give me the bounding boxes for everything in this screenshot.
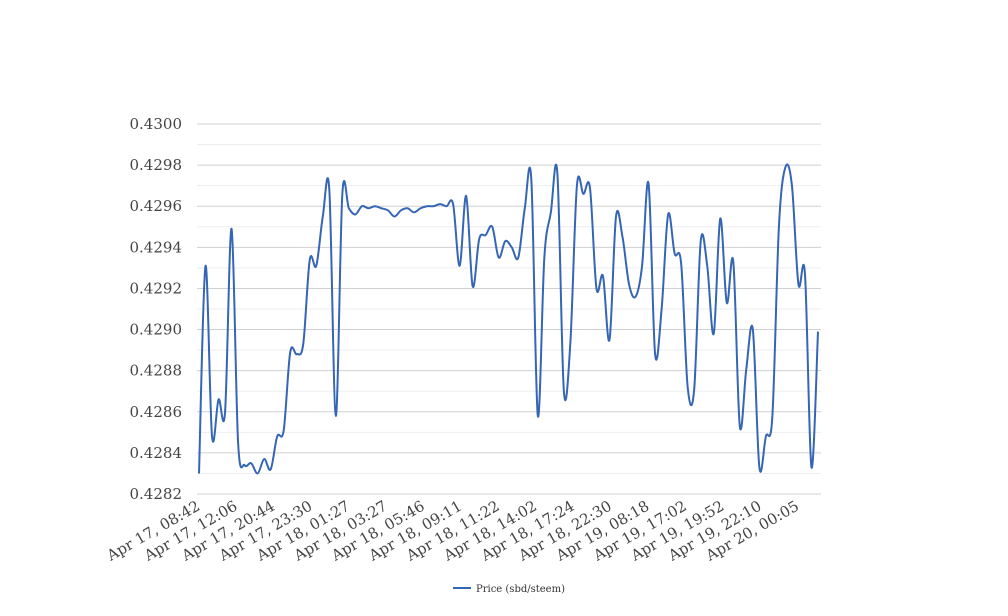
y-tick-label: 0.4282	[130, 485, 183, 503]
y-tick-label: 0.4300	[130, 115, 183, 133]
y-tick-label: 0.4290	[130, 321, 183, 339]
y-tick-label: 0.4286	[130, 403, 183, 421]
y-tick-label: 0.4298	[130, 156, 183, 174]
y-tick-label: 0.4294	[130, 238, 183, 256]
legend: Price (sbd/steem)	[453, 584, 565, 595]
gridlines	[197, 123, 821, 495]
series-group	[198, 163, 819, 475]
y-axis-tick-labels: 0.4300 0.4298 0.4296 0.4294 0.4292 0.4290 0.42…	[130, 115, 183, 503]
y-tick-label: 0.4288	[130, 362, 183, 380]
y-tick-label: 0.4296	[130, 197, 183, 215]
y-tick-label: 0.4284	[130, 444, 183, 462]
series-line-price	[198, 163, 819, 475]
legend-label: Price (sbd/steem)	[476, 584, 565, 595]
y-tick-label: 0.4292	[130, 279, 183, 297]
